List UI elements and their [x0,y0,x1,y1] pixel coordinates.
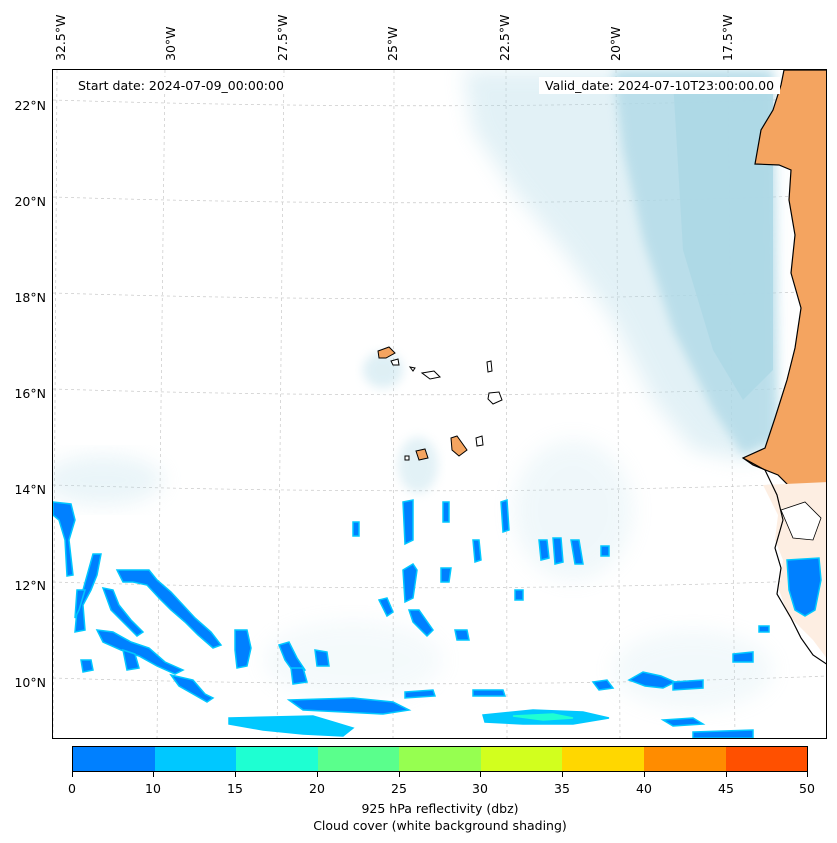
lon-label-22-5w: 22.5°W [497,14,512,61]
lat-label-14n: 14°N [14,482,46,497]
colorbar-tick [480,772,481,777]
start-date-label: Start date: 2024-07-09_00:00:00 [72,77,290,94]
colorbar-segment-20-25 [317,747,400,771]
colorbar-tick-label: 45 [718,781,734,796]
reflectivity-contours [53,498,822,738]
lon-label-32-5w: 32.5°W [53,14,68,61]
colorbar-tick-label: 10 [145,781,161,796]
colorbar-tick-label: 40 [636,781,652,796]
colorbar-tick [72,772,73,777]
colorbar-tick-label: 25 [391,781,407,796]
colorbar-segment-10-15 [154,747,237,771]
colorbar-segment-45-50 [725,747,808,771]
colorbar-tick [644,772,645,777]
colorbar-tick-label: 30 [472,781,488,796]
lat-label-18n: 18°N [14,290,46,305]
cape-verde-islands [377,346,503,461]
colorbar-segment-40-45 [643,747,726,771]
colorbar-tick [317,772,318,777]
lon-label-27-5w: 27.5°W [275,14,290,61]
lat-label-20n: 20°N [14,194,46,209]
colorbar-tick [399,772,400,777]
colorbar-segment-25-30 [399,747,481,771]
lat-label-22n: 22°N [14,98,46,113]
colorbar-subtitle: Cloud cover (white background shading) [313,818,567,833]
colorbar-tick-label: 0 [68,781,76,796]
colorbar-segment-30-35 [480,747,563,771]
lat-label-16n: 16°N [14,386,46,401]
reflectivity-colorbar [72,746,808,772]
colorbar-tick-label: 50 [799,781,815,796]
map-panel [52,69,827,739]
lon-label-25w: 25°W [385,26,400,61]
colorbar-tick-label: 15 [227,781,243,796]
colorbar-tick-label: 20 [309,781,325,796]
colorbar-segment-15-20 [236,747,318,771]
colorbar-title: 925 hPa reflectivity (dbz) [361,801,519,816]
map-canvas [53,70,826,738]
lon-label-17-5w: 17.5°W [720,14,735,61]
valid-date-label: Valid_date: 2024-07-10T23:00:00.00 [539,77,781,94]
colorbar-tick [807,772,808,777]
colorbar-segment-35-40 [562,747,644,771]
colorbar-tick [153,772,154,777]
colorbar-tick [726,772,727,777]
lon-label-20w: 20°W [608,26,623,61]
colorbar-tick [235,772,236,777]
colorbar-tick-label: 35 [554,781,570,796]
lat-label-12n: 12°N [14,578,46,593]
lat-label-10n: 10°N [14,675,46,690]
lon-label-30w: 30°W [163,26,178,61]
colorbar-tick [562,772,563,777]
colorbar-segment-0-10 [73,747,155,771]
